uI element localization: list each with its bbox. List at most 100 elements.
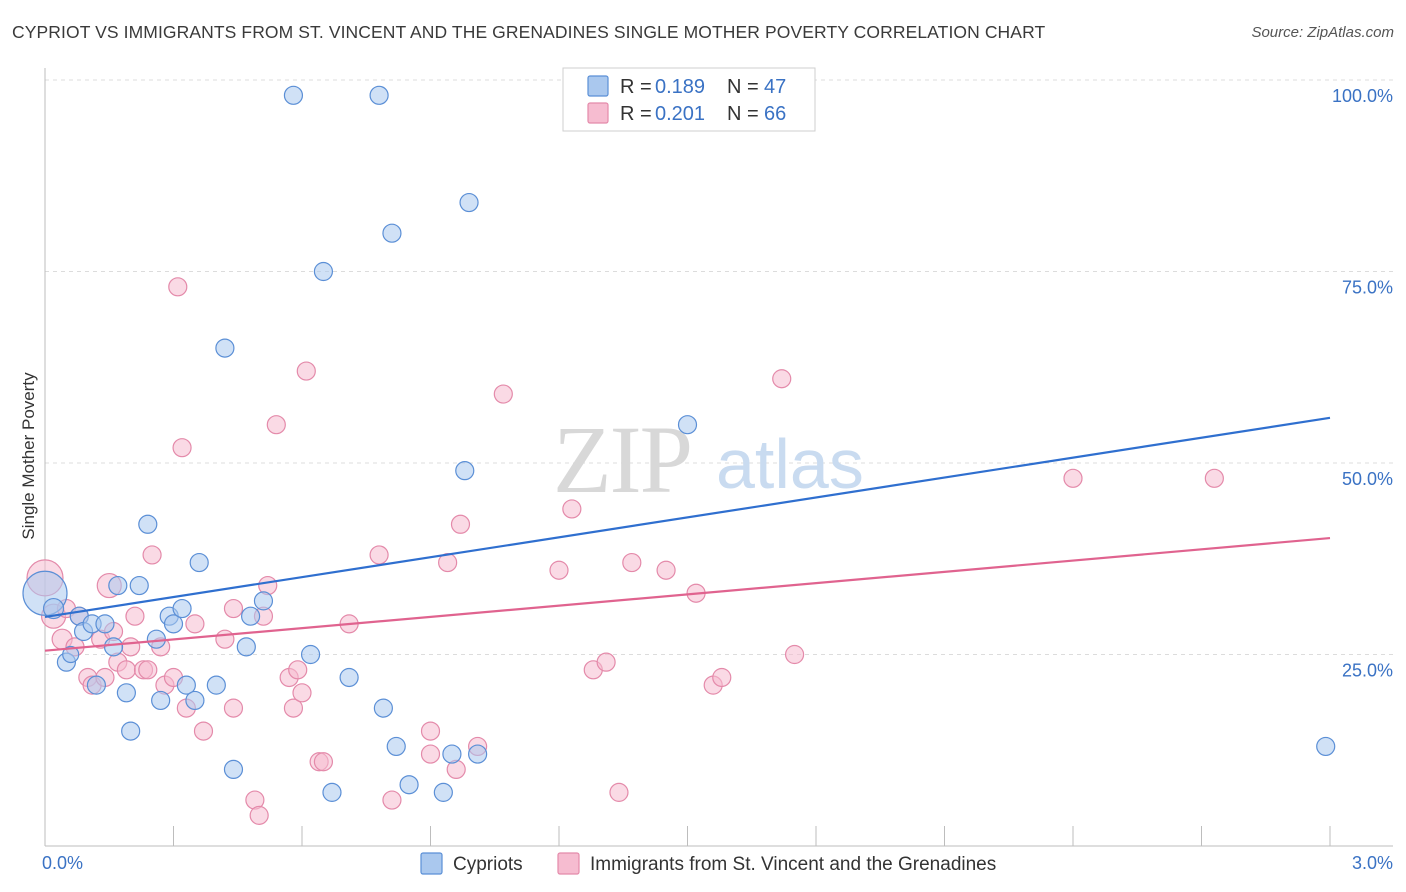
point-immigrants-36 (283, 698, 304, 718)
point-immigrants-13 (116, 660, 136, 680)
point-cypriots-46 (1316, 736, 1336, 757)
point-cypriots-39 (433, 782, 453, 802)
point-immigrants-64 (1063, 468, 1083, 488)
point-immigrants-61 (712, 667, 732, 688)
point-immigrants-26 (193, 721, 214, 741)
point-cypriots-37 (386, 736, 406, 757)
point-cypriots-29 (283, 85, 304, 105)
legend-swatch-immigrants (587, 102, 609, 124)
point-immigrants-46 (420, 721, 441, 741)
point-immigrants-31 (249, 805, 269, 825)
point-cypriots-31 (313, 261, 334, 282)
y-tick-label-0: 25.0% (1342, 661, 1393, 681)
point-immigrants-57 (622, 552, 642, 573)
point-immigrants-51 (493, 384, 513, 404)
point-cypriots-8 (95, 614, 115, 634)
point-immigrants-27 (215, 629, 235, 649)
point-immigrants-23 (172, 438, 192, 458)
point-immigrants-37 (288, 660, 308, 680)
chart-title: CYPRIOT VS IMMIGRANTS FROM ST. VINCENT A… (12, 22, 1046, 42)
legend-r-label-immigrants: R = (620, 103, 657, 125)
legend-n-value-cypriots: 47 (764, 76, 786, 98)
point-cypriots-32 (322, 782, 342, 802)
point-cypriots-36 (382, 223, 402, 243)
watermark-zip: ZIP (553, 406, 691, 513)
x-tick-label-0: 0.0% (42, 853, 83, 873)
point-immigrants-18 (142, 545, 162, 565)
tick-labels: 25.0% 50.0% 75.0% 100.0% 0.0% 3.0% (42, 86, 1393, 873)
point-cypriots-11 (116, 683, 136, 703)
point-cypriots-1 (42, 597, 65, 620)
point-cypriots-33 (339, 667, 359, 688)
point-immigrants-45 (420, 744, 441, 764)
trend-line-immigrants (44, 536, 1331, 652)
point-immigrants-38 (292, 683, 312, 703)
point-cypriots-25 (223, 759, 244, 780)
series-immigrants-points (26, 277, 1224, 825)
grid-lines (45, 79, 1393, 655)
point-immigrants-28 (223, 598, 244, 619)
watermark: ZIP atlas (553, 406, 864, 513)
bottom-legend-swatch-immigrants (557, 852, 580, 875)
point-cypriots-44 (677, 415, 698, 435)
legend-n-value-immigrants: 66 (764, 103, 786, 125)
series-cypriots-points (22, 85, 1336, 802)
point-immigrants-25 (185, 614, 205, 634)
point-cypriots-21 (189, 552, 209, 573)
point-cypriots-13 (129, 575, 149, 596)
trend-line-cypriots (44, 416, 1331, 619)
point-cypriots-28 (253, 591, 274, 611)
legend-r-label-cypriots: R = (620, 76, 657, 98)
bottom-legend-label-immigrants: Immigrants from St. Vincent and the Gren… (590, 854, 996, 875)
point-immigrants-53 (562, 499, 582, 519)
point-cypriots-40 (442, 744, 462, 764)
point-cypriots-34 (369, 85, 389, 105)
point-immigrants-29 (223, 698, 244, 718)
point-cypriots-18 (163, 614, 184, 634)
watermark-atlas: atlas (716, 425, 864, 503)
point-immigrants-63 (784, 644, 805, 665)
point-cypriots-16 (151, 690, 171, 711)
point-immigrants-65 (1204, 468, 1224, 488)
point-cypriots-12 (121, 721, 141, 741)
point-immigrants-43 (369, 545, 389, 565)
point-cypriots-42 (459, 192, 479, 213)
point-immigrants-41 (313, 752, 334, 772)
point-immigrants-44 (382, 790, 402, 810)
chart-source: Source: ZipAtlas.com (1251, 24, 1394, 41)
point-cypriots-20 (176, 675, 196, 695)
point-cypriots-35 (373, 698, 393, 718)
y-axis-title: Single Mother Poverty (19, 372, 38, 540)
bottom-legend-label-cypriots: Cypriots (453, 854, 523, 875)
y-tick-label-1: 50.0% (1342, 469, 1393, 489)
point-immigrants-34 (266, 415, 286, 435)
trend-lines (44, 416, 1331, 652)
point-immigrants-14 (121, 637, 141, 657)
legend-r-value-cypriots: 0.189 (655, 76, 705, 98)
point-cypriots-19 (172, 598, 192, 619)
point-cypriots-30 (300, 644, 321, 665)
point-cypriots-27 (241, 606, 261, 626)
legend-n-label-immigrants: N = (727, 103, 764, 125)
point-immigrants-62 (772, 369, 792, 389)
point-cypriots-14 (138, 514, 158, 534)
legend-bottom: Cypriots Immigrants from St. Vincent and… (420, 852, 996, 875)
point-cypriots-38 (399, 775, 419, 795)
point-immigrants-17 (138, 660, 158, 680)
point-immigrants-52 (549, 560, 569, 580)
legend-r-value-immigrants: 0.201 (655, 103, 705, 125)
point-cypriots-24 (215, 338, 235, 358)
legend-top: R = 0.189 N = 47 R = 0.201 N = 66 (562, 67, 816, 132)
point-cypriots-15 (146, 629, 166, 649)
y-tick-label-2: 75.0% (1342, 278, 1393, 298)
point-cypriots-43 (468, 744, 488, 764)
point-cypriots-26 (236, 637, 256, 657)
point-cypriots-9 (103, 637, 124, 657)
point-immigrants-55 (596, 652, 616, 672)
legend-n-label-cypriots: N = (727, 76, 764, 98)
axes (44, 68, 1393, 847)
point-immigrants-58 (656, 560, 676, 580)
legend-swatch-cypriots (587, 75, 609, 97)
point-cypriots-23 (206, 675, 226, 695)
